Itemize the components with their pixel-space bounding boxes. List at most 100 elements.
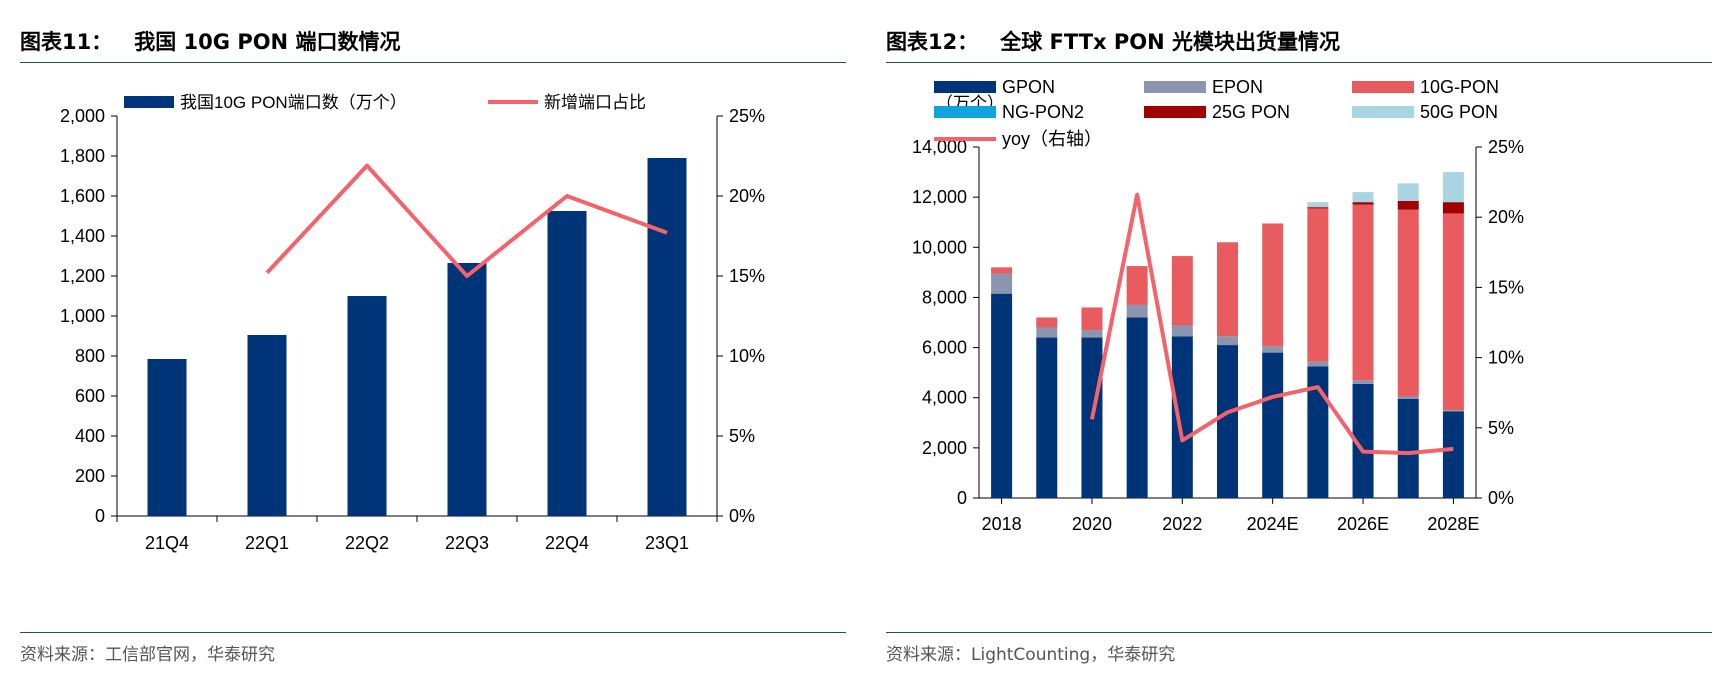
bar-segment [1036,327,1058,338]
legend-swatch [934,81,996,93]
x-tick-label: 2020 [1072,514,1112,534]
bar-segment [1397,200,1419,210]
left-chart: 2,000 1,800 1,600 1,400 1,200 1,000 800 600 400 2… [60,93,765,553]
y-tick-label: 6,000 [922,338,967,358]
legend-label: NG-PON2 [1002,102,1084,122]
yoy-line [1089,192,1454,456]
bar-segment [1307,208,1329,362]
x-tick-label: 21Q4 [145,533,189,553]
bar-segment [1442,172,1464,203]
bar-segment [1036,337,1058,498]
y-tick-label: 4,000 [922,388,967,408]
y-tick-label: 1,200 [60,266,105,286]
bar-segment [1036,317,1058,328]
y2-tick-label: 0% [1488,488,1514,508]
bar-segment [1171,256,1193,326]
bar-segment [1307,202,1329,208]
y2-tick-label: 5% [729,426,755,446]
legend-swatch [1144,106,1206,118]
bar-segment [1352,192,1374,203]
y-tick-label: 1,800 [60,146,105,166]
y2-tick-label: 20% [729,186,765,206]
right-chart: 14,00012,00010,0008,0006,0004,0002,00002… [912,77,1524,534]
y2-tick-label: 0% [729,506,755,526]
bar-segment [1442,213,1464,411]
y-tick-label: 0 [957,488,967,508]
x-tick-label: 22Q3 [445,533,489,553]
y-tick-label: 1,400 [60,226,105,246]
bar-segment [991,293,1013,498]
left-source-rule [20,632,846,633]
y-tick-label: 400 [75,426,105,446]
bar [447,263,487,516]
bar-segment [991,273,1013,294]
share-line [265,163,668,278]
x-tick-label: 22Q1 [245,533,289,553]
legend-label: 10G-PON [1420,77,1499,97]
left-title-rule [20,62,846,63]
y-tick-label: 14,000 [912,137,967,157]
y-tick-label: 600 [75,386,105,406]
bar-segment [1442,411,1464,498]
bar-segment [1262,352,1284,498]
bar-segment [1307,366,1329,498]
bar-segment [1307,207,1329,209]
x-tick-label: 2028E [1427,514,1479,534]
x-tick-label: 22Q4 [545,533,589,553]
legend-swatch [1352,106,1414,118]
y2-tick-label: 25% [1488,137,1524,157]
y-tick-label: 12,000 [912,187,967,207]
y2-tick-label: 5% [1488,418,1514,438]
legend-label: 25G PON [1212,102,1290,122]
x-tick-label: 2018 [982,514,1022,534]
left-figure-number: 图表11： [20,30,113,54]
bar-segment [1397,209,1419,397]
bar-segment [1126,304,1148,318]
y2-tick-label: 20% [1488,207,1524,227]
right-figure-panel: 图表12： 全球 FTTx PON 光模块出货量情况 14,000 12,000 10… [886,0,1732,692]
bar-segment [1442,202,1464,214]
legend-label: 新增端口占比 [544,93,646,112]
bar [547,211,587,516]
bar-segment [991,267,1013,274]
bar [347,296,387,516]
legend-label: 我国10G PON端口数（万个） [180,93,407,112]
left-figure-caption: 我国 10G PON 端口数情况 [134,30,401,54]
bar-segment [1397,396,1419,399]
y-tick-label: 1,000 [60,306,105,326]
x-tick-label: 22Q2 [345,533,389,553]
bar-segment [1126,317,1148,498]
left-source-note: 资料来源：工信部官网，华泰研究 [20,645,275,665]
bar-segment [1352,204,1374,381]
right-title-rule [886,62,1712,63]
y2-tick-label: 15% [1488,277,1524,297]
legend-label: 50G PON [1420,102,1498,122]
bar-segment [1397,398,1419,498]
legend-label: EPON [1212,77,1263,97]
x-tick-label: 2022 [1162,514,1202,534]
right-figure-number: 图表12： [886,30,979,54]
bar-segment [1397,183,1419,201]
y-tick-label: 1,600 [60,186,105,206]
bar-segment [1442,410,1464,412]
y-tick-label: 2,000 [60,106,105,126]
bar-segment [1352,383,1374,498]
y2-tick-label: 10% [729,346,765,366]
right-figure-title: 图表12： 全球 FTTx PON 光模块出货量情况 [886,26,1340,56]
bar-segment [1217,345,1238,498]
x-tick-label: 2026E [1337,514,1389,534]
bar-segment [1126,266,1148,305]
x-tick-label: 2024E [1247,514,1299,534]
bar-segment [1217,336,1238,346]
y-tick-label: 8,000 [922,287,967,307]
x-tick-label: 23Q1 [645,533,689,553]
left-figure-title: 图表11： 我国 10G PON 端口数情况 [20,26,400,56]
legend-swatch-bar [124,96,174,108]
y2-tick-label: 10% [1488,348,1524,368]
bar-segment [1352,380,1374,384]
y-tick-label: 0 [95,506,105,526]
bar-segment [1081,330,1103,338]
right-source-note: 资料来源：LightCounting，华泰研究 [886,645,1176,665]
legend-swatch [1144,81,1206,93]
bar-segment [1217,242,1238,337]
